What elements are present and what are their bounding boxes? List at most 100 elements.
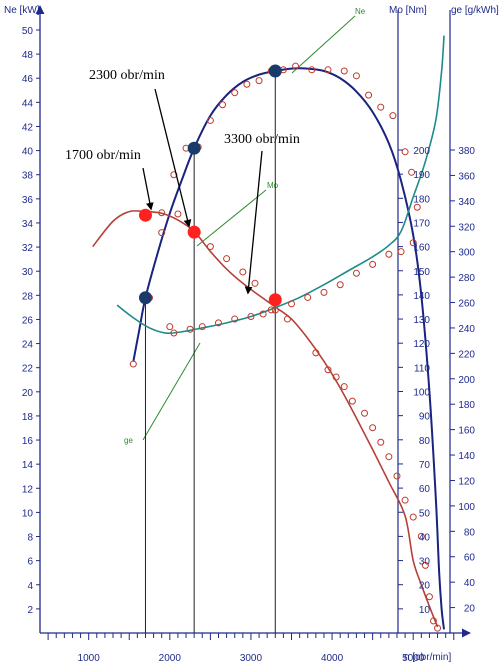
measured-point (223, 255, 231, 263)
ne-tick-label: 8 (27, 533, 33, 544)
mo-tick-label: 50 (419, 508, 431, 519)
measured-point (312, 349, 320, 357)
measured-point (308, 66, 316, 74)
ne-tick-label: 20 (22, 388, 34, 399)
ge-tick-label: 40 (464, 578, 476, 589)
mo-tick-label: 130 (413, 315, 430, 326)
ne-tick-label: 32 (22, 243, 34, 254)
ne-leader-line (291, 15, 356, 74)
measured-point (336, 281, 344, 289)
ge-tick-label: 240 (458, 324, 475, 335)
x-axis-title: n [obr/min] (404, 652, 451, 663)
mo-tick-label: 40 (419, 532, 431, 543)
measured-point (247, 313, 255, 321)
ne-tick-label: 14 (22, 460, 34, 471)
mo-tick-label: 140 (413, 291, 430, 302)
measured-point (255, 77, 263, 85)
ne-tick-label: 48 (22, 50, 34, 61)
ge-tick-label: 60 (464, 553, 476, 564)
measured-point (401, 148, 409, 156)
x-tick-label: 5000 (402, 653, 425, 664)
measured-point (259, 310, 267, 318)
rpm-drop-lines (144, 71, 276, 633)
measured-point (158, 229, 166, 237)
operating-point-markers (138, 64, 282, 307)
ge-axis-title: ge [g/kWh] (451, 5, 499, 16)
measured-point (324, 366, 332, 374)
measured-point (377, 438, 385, 446)
ne-tick-label: 40 (22, 147, 34, 158)
callout-2300: 2300 obr/min (89, 68, 165, 83)
measured-point (352, 269, 360, 277)
measured-point (174, 210, 182, 218)
measured-point (206, 243, 214, 251)
ge-tick-label: 180 (458, 400, 475, 411)
mo-tick-label: 180 (413, 194, 430, 205)
ge-tick-label: 200 (458, 375, 475, 386)
ge-tick-label: 140 (458, 451, 475, 462)
mo-tick-label: 80 (419, 436, 431, 447)
mo-tick-label: 170 (413, 218, 430, 229)
ne-tick-label: 22 (22, 364, 34, 375)
measured-point (239, 268, 247, 276)
mo-tick-label: 10 (419, 605, 431, 616)
ge-tick-label: 260 (458, 299, 475, 310)
mo-operating-point (138, 208, 152, 222)
ne-curve (132, 67, 446, 630)
measured-point (369, 260, 377, 268)
ge-leader-line (142, 342, 201, 441)
mo-operating-point (268, 293, 282, 307)
ge-tick-label: 300 (458, 248, 475, 259)
ne-tick-label: 6 (27, 557, 33, 568)
measured-point (320, 288, 328, 296)
measured-point (434, 624, 442, 632)
mo-tick-label: 100 (413, 388, 430, 399)
measured-point (417, 532, 425, 540)
measured-point (271, 306, 279, 314)
ne-tick-label: 30 (22, 267, 34, 278)
x-tick-label: 4000 (321, 653, 344, 664)
measured-point (292, 62, 300, 70)
measured-point (340, 383, 348, 391)
ne-operating-point (187, 141, 201, 155)
measured-point (421, 561, 429, 569)
measured-point (389, 112, 397, 120)
measured-point (170, 329, 178, 337)
ne-tick-label: 24 (22, 340, 34, 351)
mo-tick-label: 200 (413, 146, 430, 157)
ge-tick-label: 280 (458, 273, 475, 284)
ge-tick-label: 220 (458, 349, 475, 360)
ne-tick-label: 4 (27, 581, 33, 592)
ne-tick-label: 50 (22, 26, 34, 37)
ge-tick-label: 160 (458, 426, 475, 437)
ge-tick-label: 380 (458, 146, 475, 157)
callout-arrow-1700 (142, 167, 154, 211)
measured-point (243, 80, 251, 88)
mo-leader-line (196, 189, 267, 247)
ge-tick-label: 360 (458, 171, 475, 182)
measured-point (214, 319, 222, 327)
mo-tick-label: 30 (419, 557, 431, 568)
measured-point (304, 293, 312, 301)
mo-tick-label: 160 (413, 243, 430, 254)
measured-point (267, 306, 275, 314)
ge-tick-label: 120 (458, 476, 475, 487)
mo-tick-label: 70 (419, 460, 431, 471)
measured-point (397, 248, 405, 256)
ne-tick-label: 16 (22, 436, 34, 447)
measured-point (324, 66, 332, 74)
measured-point (365, 91, 373, 99)
mo-curve-label: Mo (267, 181, 279, 190)
measured-point (348, 397, 356, 405)
axis-ticks: 1000 2000 3000 4000 500024681012141618202224… (22, 26, 476, 664)
ne-tick-label: 44 (22, 98, 34, 109)
mo-tick-label: 120 (413, 339, 430, 350)
measured-point (361, 409, 369, 417)
ne-tick-label: 12 (22, 484, 34, 495)
ne-operating-point (138, 291, 152, 305)
ne-axis-title: Ne [kW] (4, 5, 40, 16)
measured-point (231, 315, 239, 323)
ne-tick-label: 10 (22, 508, 34, 519)
curves-layer (92, 35, 446, 630)
measured-point (369, 424, 377, 432)
